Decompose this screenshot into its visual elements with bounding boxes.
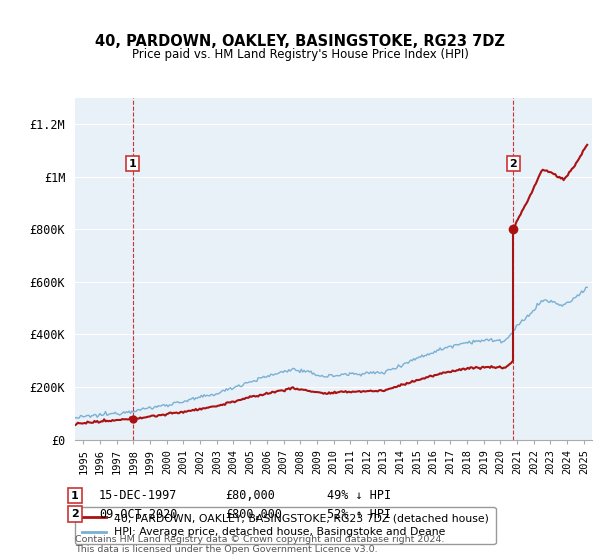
Text: £800,000: £800,000 xyxy=(225,507,282,521)
Text: 2: 2 xyxy=(509,158,517,169)
Text: 52% ↑ HPI: 52% ↑ HPI xyxy=(327,507,391,521)
Text: 2: 2 xyxy=(71,509,79,519)
Text: Contains HM Land Registry data © Crown copyright and database right 2024.
This d: Contains HM Land Registry data © Crown c… xyxy=(75,535,445,554)
Text: 09-OCT-2020: 09-OCT-2020 xyxy=(99,507,178,521)
Text: 1: 1 xyxy=(129,158,137,169)
Text: 1: 1 xyxy=(71,491,79,501)
Text: Price paid vs. HM Land Registry's House Price Index (HPI): Price paid vs. HM Land Registry's House … xyxy=(131,48,469,60)
Text: £80,000: £80,000 xyxy=(225,489,275,502)
Text: 40, PARDOWN, OAKLEY, BASINGSTOKE, RG23 7DZ: 40, PARDOWN, OAKLEY, BASINGSTOKE, RG23 7… xyxy=(95,34,505,49)
Text: 49% ↓ HPI: 49% ↓ HPI xyxy=(327,489,391,502)
Text: 15-DEC-1997: 15-DEC-1997 xyxy=(99,489,178,502)
Legend: 40, PARDOWN, OAKLEY, BASINGSTOKE, RG23 7DZ (detached house), HPI: Average price,: 40, PARDOWN, OAKLEY, BASINGSTOKE, RG23 7… xyxy=(75,506,496,544)
